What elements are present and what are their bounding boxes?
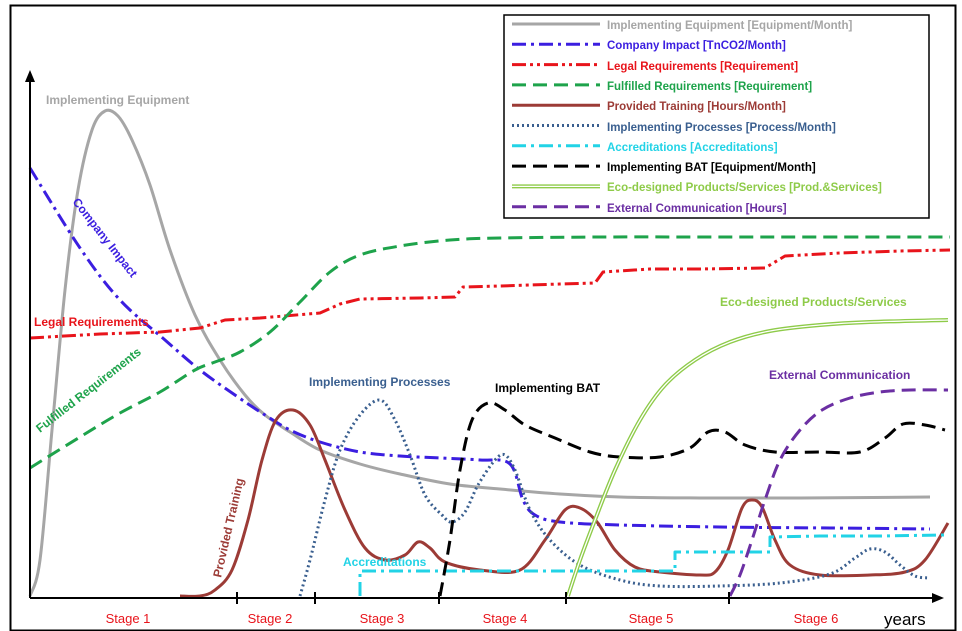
series-line-eco-inner (567, 319, 949, 597)
stage-label: Stage 1 (106, 611, 151, 626)
legend: Implementing Equipment [Equipment/Month]… (503, 14, 930, 219)
legend-entry: Eco-designed Products/Services [Prod.&Se… (607, 182, 882, 194)
series-layer (28, 108, 951, 598)
legend-entry: Implementing BAT [Equipment/Month] (607, 162, 816, 174)
series-label-equipment: Implementing Equipment (46, 93, 189, 107)
series-line-impact (28, 167, 931, 531)
stage-labels: Stage 1 Stage 2 Stage 3 Stage 4 Stage 5 … (106, 610, 926, 629)
legend-entry: Accreditations [Accreditations] (607, 142, 778, 154)
stage-label: Stage 2 (248, 611, 293, 626)
series-line-training (179, 408, 950, 598)
x-axis-arrow (932, 593, 944, 603)
series-line-fulfilled (29, 235, 950, 470)
x-axis-label: years (884, 610, 926, 629)
legend-box (503, 14, 930, 219)
stage-label: Stage 3 (360, 611, 405, 626)
series-label-bat: Implementing BAT (495, 381, 601, 395)
series-label-eco: Eco-designed Products/Services (720, 295, 907, 309)
legend-entry: Implementing Processes [Process/Month] (607, 122, 836, 134)
y-axis-arrow (25, 70, 35, 82)
series-label-accreditations: Accreditations (343, 555, 427, 569)
series-label-legal: Legal Requirements (34, 315, 149, 329)
stage-label: Stage 6 (794, 611, 839, 626)
axes-layer (25, 70, 944, 604)
series-line-bat (438, 401, 946, 597)
series-label-external: External Communication (769, 368, 910, 382)
legend-samples (512, 22, 600, 209)
legend-entry: Implementing Equipment [Equipment/Month] (607, 20, 852, 32)
stage-label: Stage 5 (629, 611, 674, 626)
legend-entry: Provided Training [Hours/Month] (607, 101, 786, 113)
series-line-equipment (28, 108, 931, 597)
series-line-processes (298, 398, 931, 597)
series-label-processes: Implementing Processes (309, 375, 451, 389)
legend-entry: Legal Requirements [Requirement] (607, 61, 798, 73)
series-line-external (728, 388, 949, 597)
series-line-accreditations (358, 533, 946, 596)
legend-entry: External Communication [Hours] (607, 203, 787, 215)
legend-entry: Company Impact [TnCO2/Month] (607, 40, 786, 52)
stage-label: Stage 4 (483, 611, 528, 626)
legend-entry: Fulfilled Requirements [Requirement] (607, 81, 812, 93)
series-line-legal (29, 248, 951, 340)
